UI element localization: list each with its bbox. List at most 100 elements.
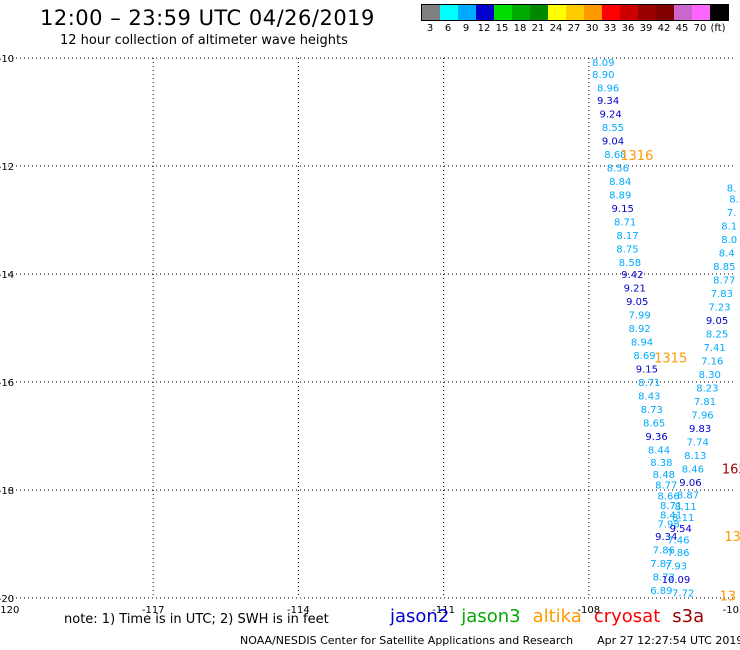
wave-height-value: 8.4 [719,248,735,259]
wave-height-value: 7.83 [711,289,733,300]
wave-height-value: 8.48 [653,470,675,481]
legend-label: 9 [462,23,470,34]
legend-swatch [422,5,440,20]
wave-height-value: 7.16 [701,356,723,367]
wave-height-value: 8.89 [609,191,631,202]
pass-time-label: 1315 [654,352,687,367]
lon-tick-label: -120 [0,605,19,616]
legend-label: 30 [585,23,599,34]
wave-height-value: 8.71 [638,378,660,389]
pass-time-label: 13 [719,589,736,604]
pass-time-label: 165 [722,462,740,477]
wave-height-value: 8.56 [607,164,629,175]
wave-height-value: 7.99 [628,311,650,322]
wave-height-value: 9.04 [602,137,624,148]
wave-height-value: 9.15 [612,204,634,215]
legend-label: 33 [603,23,617,34]
footer: NOAA/NESDIS Center for Satellite Applica… [240,634,740,647]
legend-swatch [494,5,512,20]
wave-height-value: 8.85 [713,262,735,273]
wave-height-value: 8.72 [653,572,675,583]
wave-height-value: 8.68 [604,150,626,161]
wave-height-value: 8.23 [696,383,718,394]
legend-label: 12 [477,23,491,34]
lat-tick-label: -14 [0,270,14,281]
legend-swatch [440,5,458,20]
wave-height-value: 8.75 [616,245,638,256]
wave-height-value: 8.1 [721,221,737,232]
pass-time-label: 131 [724,530,740,545]
wave-height-value: 8.17 [616,231,638,242]
wave-height-value: 6.89 [650,586,672,597]
wave-height-value: 8.30 [699,370,721,381]
wave-height-value: 9.06 [679,478,701,489]
legend-swatch [674,5,692,20]
wave-height-value: 8. [729,194,739,205]
wave-height-value: 9.36 [645,432,667,443]
lat-tick-label: -10 [0,54,14,65]
lat-tick-label: -18 [0,486,14,497]
satellite-key: jason2 jason3 altika cryosat s3a [390,606,716,627]
wave-height-value: 7.86 [667,548,689,559]
legend-swatch [656,5,674,20]
wave-height-value: 7.72 [672,589,694,600]
legend-label: 15 [495,23,509,34]
legend-label: 21 [531,23,545,34]
wave-height-value: 8.71 [660,501,682,512]
lat-tick-label: -12 [0,162,14,173]
wave-height-value: 7.86 [653,545,675,556]
wave-height-value: 7. [727,208,737,219]
satellite-jason2: jason2 [390,606,450,627]
wave-height-value: 8.58 [619,258,641,269]
lon-tick-label: -108 [577,605,600,616]
legend-swatch [566,5,584,20]
lat-tick-label: -16 [0,378,14,389]
legend-swatch [620,5,638,20]
wave-height-value: 8.46 [682,464,704,475]
observation-labels: 8.098.908.969.349.248.559.048.688.568.84… [592,58,739,600]
legend-swatches [421,4,729,21]
legend-swatch [512,5,530,20]
wave-height-value: 7.74 [687,437,709,448]
wave-height-value: 8.41 [660,510,682,521]
wave-height-value: 10.09 [662,575,691,586]
legend-swatch [476,5,494,20]
wave-height-value: 8.71 [614,218,636,229]
wave-height-value: 8.69 [633,351,655,362]
wave-height-value: 8.0 [721,235,737,246]
wave-height-value: 7.87 [650,559,672,570]
wave-height-value: 8.90 [592,70,614,81]
wave-height-value: 8.11 [674,502,696,513]
wave-height-value: 9.24 [599,110,621,121]
legend-label: 39 [639,23,653,34]
wave-height-value: 9.34 [655,532,677,543]
timestamp: Apr 27 12:27:54 UTC 2019 [597,634,740,647]
legend-label: 42 [657,23,671,34]
legend-label: 24 [549,23,563,34]
legend-label: 36 [621,23,635,34]
wave-height-value: 8.11 [672,513,694,524]
wave-height-value: 8.96 [597,84,619,95]
wave-height-value: 9.05 [626,297,648,308]
legend-swatch [530,5,548,20]
legend-label: (ft) [710,23,726,34]
lat-tick-label: -20 [0,594,14,605]
wave-height-value: 8.43 [638,392,660,403]
map-tick-labels: -120 -117 -114 -111 -108 -105 -10 -12 -14 -16 -18 -… [0,54,740,616]
legend-label: 3 [426,23,434,34]
wave-height-value: 9.83 [689,424,711,435]
lon-tick-label: -114 [287,605,310,616]
satellite-altika: altika [532,606,582,627]
wave-height-value: 8.38 [650,458,672,469]
satellite-cryosat: cryosat [593,606,661,627]
pass-labels: 1316 1315 165 131 13 [620,149,740,604]
legend-swatch [548,5,566,20]
wave-height-value: 8.87 [677,490,699,501]
wave-height-value: 8.25 [706,329,728,340]
wave-height-value: 7.96 [691,410,713,421]
wave-height-value: 8.94 [631,338,653,349]
legend-label: 6 [444,23,452,34]
legend-swatch [584,5,602,20]
wave-height-value: 8.77 [713,275,735,286]
